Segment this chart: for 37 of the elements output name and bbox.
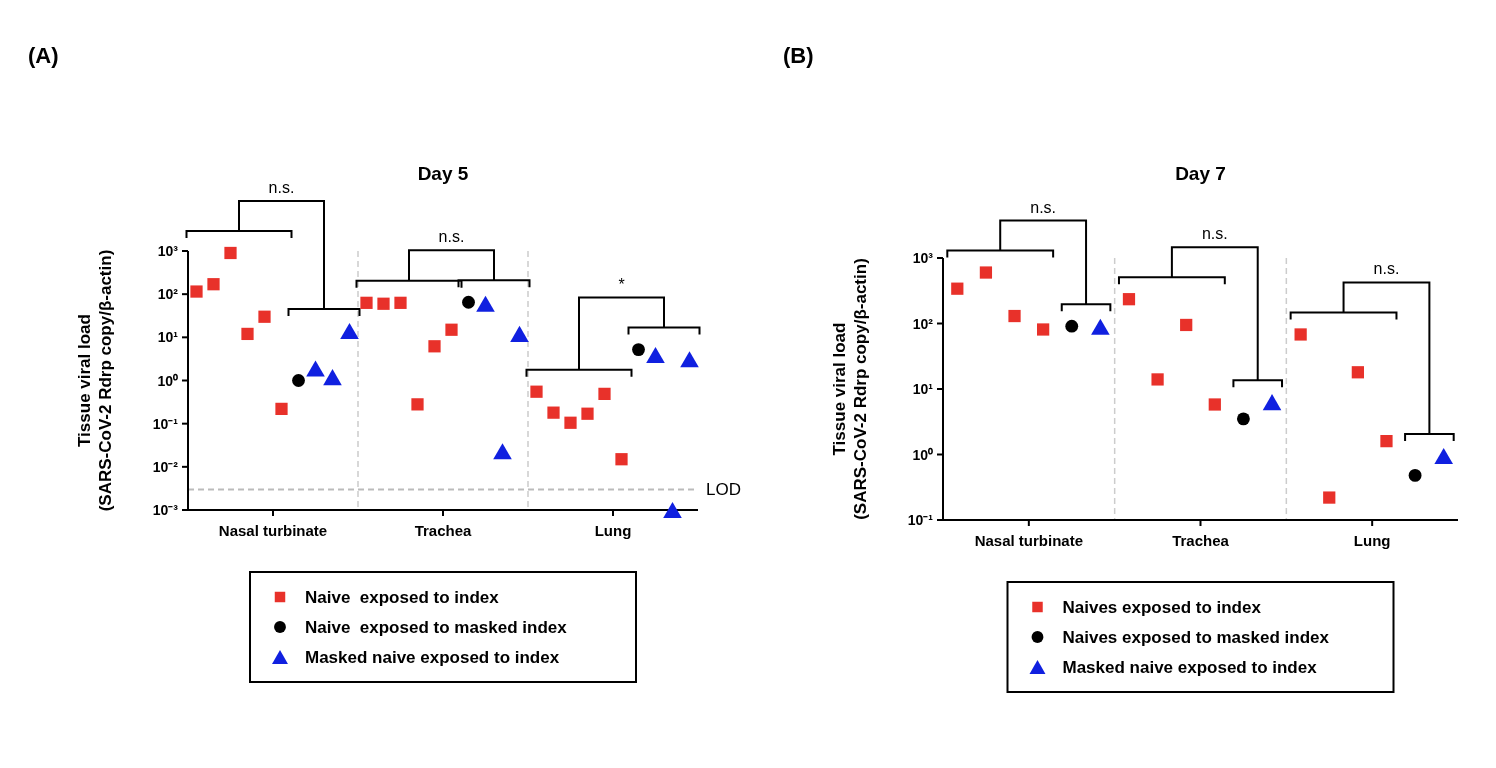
y-tick-label: 10⁰: [912, 446, 933, 463]
ref-line-label: LOD: [706, 480, 741, 500]
legend-label: Naives exposed to masked index: [1062, 628, 1330, 647]
y-tick-label: 10¹: [157, 329, 179, 346]
x-tick-label: Lung: [1353, 532, 1391, 549]
y-axis-title: Tissue viral load (SARS-CoV-2 Rdrp copy/β-actin): [75, 249, 115, 512]
x-tick-label: Trachea: [414, 522, 472, 539]
chart-title: Day 7: [1175, 163, 1226, 184]
chart-title: Day 5: [417, 163, 469, 184]
text: n.s.: [438, 228, 465, 246]
y-tick-label: 10³: [157, 243, 179, 259]
y-tick-label: 10⁻²: [152, 458, 179, 475]
legend-label: Masked naive exposed to index: [305, 648, 560, 667]
y-axis-title: Tissue viral load (SARS-CoV-2 Rdrp copy/β-actin): [830, 258, 870, 520]
annotation: *: [618, 275, 625, 293]
legend-label: Naive exposed to masked index: [305, 618, 568, 637]
y-tick-label: 10¹: [912, 381, 934, 397]
x-tick-label: Trachea: [1172, 532, 1230, 549]
text: n.s.: [1030, 198, 1057, 216]
x-tick-label: Lung: [594, 522, 632, 539]
legend-label: Naives exposed to index: [1062, 598, 1262, 617]
text: (B): [783, 43, 814, 68]
y-tick-label: 10⁻¹: [907, 512, 934, 528]
x-tick-label: Nasal turbinate: [218, 522, 328, 539]
annotation: n.s.: [1373, 260, 1400, 278]
y-tick-label: 10⁰: [157, 372, 178, 389]
text: n.s.: [1201, 225, 1228, 243]
legend-label: Naive exposed to index: [305, 588, 500, 607]
y-tick-label: 10³: [912, 250, 934, 266]
y-tick-label: 10⁻³: [152, 502, 179, 518]
x-tick-label: Nasal turbinate: [974, 532, 1084, 549]
text: n.s.: [268, 178, 295, 196]
text: (A): [28, 43, 59, 68]
y-tick-label: 10²: [912, 315, 934, 332]
y-tick-label: 10⁻¹: [152, 415, 179, 432]
legend-label: Masked naive exposed to index: [1062, 658, 1318, 677]
y-tick-label: 10²: [157, 286, 179, 303]
